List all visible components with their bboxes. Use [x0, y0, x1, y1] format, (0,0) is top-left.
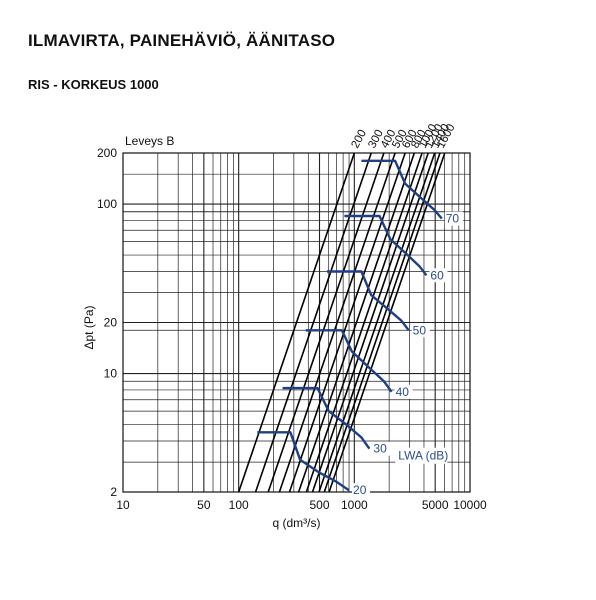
x-tick-label: 5000 [422, 498, 449, 512]
sound-level-lines [257, 159, 443, 492]
corner-label: Leveys B [125, 134, 174, 148]
duct-line [288, 152, 406, 493]
x-axis-label: q (dm³/s) [273, 516, 321, 530]
sound-line-70 [361, 159, 443, 220]
duct-line [297, 152, 416, 493]
sound-label-bg [372, 441, 391, 456]
y-tick-label: 2 [110, 485, 117, 499]
sound-line-20 [257, 431, 350, 492]
sound-line-30 [282, 386, 371, 450]
x-tick-label: 50 [197, 498, 211, 512]
duct-line [318, 152, 436, 493]
sound-label-50: 50 [413, 323, 427, 337]
duct-width-lines [237, 152, 446, 493]
x-tick-label: 10000 [453, 498, 487, 512]
page-subtitle: RIS - KORKEUS 1000 [28, 77, 159, 92]
x-tick-label: 1000 [341, 498, 368, 512]
y-tick-label: 100 [97, 197, 117, 211]
sound-line-40 [305, 329, 393, 393]
x-tick-label: 500 [309, 498, 329, 512]
duct-line [311, 152, 429, 493]
x-tick-label: 100 [229, 498, 249, 512]
chart-frame [122, 152, 471, 493]
page-title: ILMAVIRTA, PAINEHÄVIÖ, ÄÄNITASO [28, 31, 336, 50]
y-tick-label: 20 [104, 316, 118, 330]
sound-label-bg [429, 268, 448, 283]
sound-line-50 [327, 270, 410, 332]
sound-label-bg [394, 384, 413, 399]
chart-labels: 2003004005006008001000120014001600203040… [82, 122, 487, 530]
y-tick-label: 10 [104, 367, 118, 381]
sound-label-20: 20 [353, 483, 367, 497]
sound-legend-bg [395, 447, 448, 464]
sound-label-bg [444, 211, 463, 226]
y-tick-label: 200 [97, 146, 117, 160]
duct-line [254, 152, 372, 493]
duct-line [237, 152, 356, 493]
plot-frame [122, 152, 471, 493]
sound-label-bg [352, 483, 371, 498]
sound-line-60 [344, 214, 428, 277]
sound-label-70: 70 [446, 212, 460, 226]
duct-line [305, 152, 423, 493]
duct-line [267, 152, 385, 493]
sound-label-40: 40 [396, 385, 410, 399]
sound-label-bg [411, 323, 430, 338]
sound-legend-label: LWA (dB) [398, 449, 448, 463]
sound-label-60: 60 [430, 268, 444, 282]
sound-label-30: 30 [373, 442, 387, 456]
width-label: 200 [349, 128, 369, 151]
duct-line [328, 152, 446, 493]
duct-line [323, 152, 441, 493]
x-tick-label: 10 [116, 498, 130, 512]
y-axis-label: Δpt (Pa) [82, 305, 96, 349]
duct-line [278, 152, 396, 493]
